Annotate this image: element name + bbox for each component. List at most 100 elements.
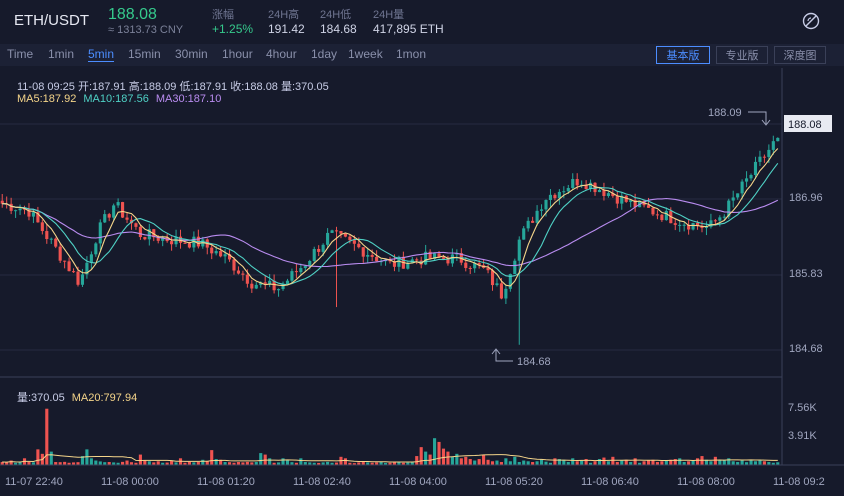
candle-up: [513, 260, 517, 275]
candle-down: [575, 179, 579, 186]
low-marker-line: [495, 350, 513, 362]
volume-bar: [27, 461, 31, 465]
volume-bar: [294, 462, 298, 465]
volume-bar: [624, 459, 628, 465]
candle-up: [571, 179, 575, 188]
volume-bar: [406, 462, 410, 465]
candle-up: [597, 189, 602, 193]
volume-bar: [187, 461, 191, 465]
candle-up: [312, 248, 316, 261]
view-basic-button[interactable]: 基本版: [656, 46, 710, 64]
stat-24h-volume: 24H量 417,895 ETH: [373, 6, 444, 36]
theme-toggle-icon[interactable]: [802, 12, 820, 30]
volume-bar: [161, 462, 165, 465]
pair-name[interactable]: ETH/USDT: [14, 12, 89, 29]
candle-up: [704, 226, 709, 228]
ma30-legend: MA30:187.10: [155, 93, 222, 105]
candle-up: [517, 239, 521, 261]
volume-bar: [762, 461, 766, 465]
volume-bar: [125, 460, 129, 465]
volume-bar: [383, 462, 388, 465]
high-marker-arrow: [761, 119, 771, 126]
volume-bar: [98, 461, 102, 465]
view-depth-button[interactable]: 深度图: [774, 46, 826, 64]
candle-down: [343, 233, 347, 237]
candle-up: [18, 208, 22, 211]
candle-down: [633, 200, 637, 208]
candle-down: [339, 230, 343, 234]
candle-up: [664, 210, 668, 221]
candle-up: [753, 161, 758, 176]
candle-down: [655, 214, 659, 216]
volume-bar: [682, 462, 686, 465]
volume-bar: [321, 462, 325, 465]
volume-bar: [638, 462, 642, 465]
volume-bar: [170, 460, 174, 465]
stat-value: +1.25%: [212, 22, 254, 36]
candle-down: [232, 259, 236, 271]
volume-bar: [49, 451, 53, 465]
volume-bar: [268, 458, 272, 465]
volume-bar: [597, 459, 602, 465]
volume-bar: [245, 461, 249, 465]
candle-down: [428, 251, 432, 259]
volume-bar: [392, 462, 397, 465]
interval-4hour[interactable]: 4hour: [266, 47, 297, 61]
stat-24h-low: 24H低 184.68: [320, 6, 357, 36]
candle-down: [464, 262, 468, 268]
candle-up: [727, 200, 731, 217]
volume-bar: [548, 462, 553, 465]
candle-down: [54, 238, 58, 247]
interval-1mon[interactable]: 1mon: [396, 47, 427, 61]
interval-1day[interactable]: 1day: [311, 47, 338, 61]
interval-time[interactable]: Time: [7, 47, 34, 61]
volume-bar: [571, 458, 575, 465]
candle-down: [651, 207, 655, 215]
candle-down: [437, 253, 441, 258]
kline-chart[interactable]: 186.96 185.83 184.68 188.08 7.56K 3.91K …: [0, 68, 844, 496]
interval-5min[interactable]: 5min: [88, 47, 115, 61]
interval-1hour[interactable]: 1hour: [222, 47, 253, 61]
volume-bar: [629, 462, 633, 465]
volume-bar: [731, 461, 735, 465]
candle-up: [31, 212, 35, 217]
volume-bar: [0, 462, 4, 465]
volume-bar: [495, 460, 499, 465]
interval-1week[interactable]: 1week: [348, 47, 383, 61]
volume-bar: [357, 462, 361, 465]
volume-bar: [499, 462, 503, 465]
volume-bar: [236, 462, 241, 465]
volume-bar: [366, 462, 370, 465]
candle-up: [303, 265, 307, 269]
volume-bar: [535, 461, 539, 465]
volume-bar: [615, 462, 619, 465]
interval-1min[interactable]: 1min: [48, 47, 75, 61]
candle-down: [294, 271, 298, 273]
volume-bar: [713, 456, 717, 465]
volume-bar: [424, 451, 428, 465]
volume-bar: [450, 456, 454, 465]
candle-down: [531, 220, 535, 223]
candle-down: [125, 217, 129, 220]
interval-30min[interactable]: 30min: [175, 47, 208, 61]
view-pro-button[interactable]: 专业版: [716, 46, 768, 64]
candle-down: [553, 194, 557, 199]
volume-bar: [219, 459, 223, 465]
interval-15min[interactable]: 15min: [128, 47, 161, 61]
candle-down: [415, 259, 419, 261]
volume-bar: [31, 462, 35, 465]
volume-bar: [80, 456, 85, 465]
candle-down: [441, 257, 446, 259]
candle-up: [682, 224, 686, 226]
candle-up: [562, 191, 566, 193]
volume-bar: [89, 458, 93, 465]
candle-up: [259, 282, 263, 285]
volume-bar: [223, 462, 227, 465]
volume-bar: [557, 459, 561, 465]
volume-tick: 3.91K: [788, 430, 817, 442]
candle-down: [156, 237, 160, 241]
candle-up: [776, 137, 780, 142]
volume-bar: [290, 462, 294, 465]
candle-down: [352, 240, 356, 244]
candle-down: [40, 222, 44, 232]
